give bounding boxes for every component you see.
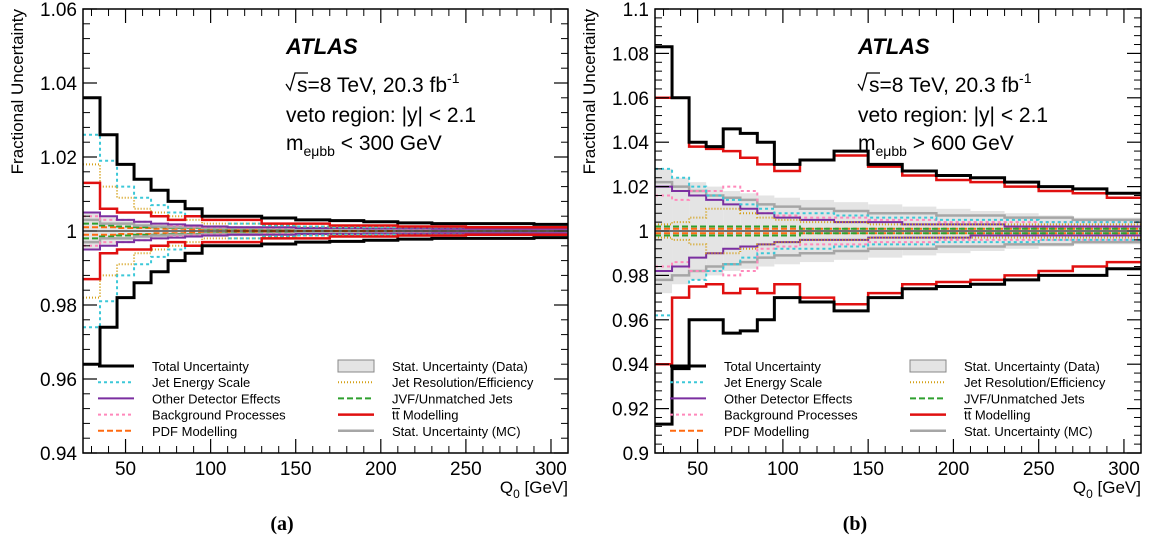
x-tick-label: 250: [1023, 459, 1055, 480]
x-tick-label: 300: [535, 459, 567, 480]
series-bkg-up: [655, 185, 1141, 224]
series-jes-up: [655, 167, 1141, 224]
atlas-label: ATLAS: [857, 34, 930, 59]
legend-label-total: Total Uncertainty: [152, 359, 249, 374]
legend-swatch-statdata: [337, 359, 375, 373]
energy-lumi-text: s=8 TeV, 20.3 fb-1: [869, 70, 1032, 97]
y-tick-label: 0.96: [40, 370, 77, 391]
series-other-up: [655, 185, 1141, 228]
series-jer-down: [655, 236, 1141, 255]
legend-label-jes: Jet Energy Scale: [152, 375, 250, 390]
plot-area: [83, 96, 568, 366]
x-tick-label: 300: [1108, 459, 1140, 480]
y-tick-label: 0.92: [612, 400, 649, 421]
series-jer-up: [83, 163, 568, 229]
series-jvf-down: [655, 232, 1141, 237]
series-total-down: [83, 236, 568, 366]
series-ttbar-down: [655, 260, 1141, 366]
y-tick-label: 0.98: [612, 266, 649, 287]
y-tick-label: 1.04: [40, 74, 77, 95]
legend-label-statdata: Stat. Uncertainty (Data): [964, 359, 1100, 374]
x-tick-label: 50: [115, 459, 136, 480]
x-tick-label: 100: [195, 459, 227, 480]
legend-label-jes: Jet Energy Scale: [724, 375, 822, 390]
legend-label-jvf: JVF/Unmatched Jets: [964, 391, 1085, 406]
panel-caption: (b): [843, 513, 867, 535]
region-text: veto region: |y| < 2.1: [858, 104, 1048, 127]
y-tick-label: 1.08: [612, 44, 649, 65]
x-tick-label: 100: [767, 459, 799, 480]
series-bkg-down: [655, 238, 1141, 277]
y-tick-label: 1.06: [40, 0, 77, 21]
y-tick-label: 1.02: [612, 178, 649, 199]
legend-label-jer: Jet Resolution/Efficiency: [392, 375, 534, 390]
legend-label-jer: Jet Resolution/Efficiency: [964, 375, 1106, 390]
y-tick-label: 1.04: [612, 133, 649, 154]
legend-label-mcstat: Stat. Uncertainty (MC): [964, 424, 1093, 439]
y-tick-label: 1.06: [612, 89, 649, 110]
series-ttbar-up: [83, 181, 568, 229]
panel-b: 0.9 0.92 0.94 0.96 0.98 1 1.02 1.04 1.06 1.08 1.1 5…: [580, 0, 1142, 535]
energy-lumi-text: s=8 TeV, 20.3 fb-1: [297, 70, 460, 97]
region-text: veto region: |y| < 2.1: [286, 104, 476, 127]
series-other-up: [83, 211, 568, 230]
y-tick-label: 0.9: [623, 444, 649, 465]
sqrt-symbol: [857, 72, 880, 92]
panel-caption: (a): [270, 513, 293, 535]
legend-label-other: Other Detector Effects: [152, 391, 281, 406]
series-other-down: [83, 232, 568, 251]
legend-label-pdf: PDF Modelling: [152, 424, 237, 439]
x-tick-label: 150: [280, 459, 312, 480]
legend-label-bkg: Background Processes: [724, 408, 858, 423]
mass-cut-text: meμbb < 300 GeV: [286, 132, 442, 159]
x-tick-label: 250: [450, 459, 482, 480]
legend-swatch-statdata: [909, 359, 947, 373]
series-total-down: [655, 267, 1141, 426]
x-tick-label: 150: [852, 459, 884, 480]
legend-label-pdf: PDF Modelling: [724, 424, 809, 439]
series-total-up: [655, 45, 1141, 195]
legend-label-statdata: Stat. Uncertainty (Data): [392, 359, 528, 374]
panel-a: 0.94 0.96 0.98 1 1.02 1.04 1.06 50 100 150 200 250 3…: [8, 0, 569, 535]
x-axis-title: Q0 [GeV]: [1073, 478, 1141, 501]
legend-label-jvf: JVF/Unmatched Jets: [392, 391, 513, 406]
legend-label-total: Total Uncertainty: [724, 359, 821, 374]
y-tick-label: 0.94: [612, 355, 649, 376]
y-tick-label: 0.98: [40, 296, 77, 317]
sqrt-symbol: [285, 72, 308, 92]
series-jer-up: [655, 207, 1141, 226]
y-axis-title: Fractional Uncertainty: [8, 9, 27, 175]
series-jvf-up: [655, 225, 1141, 230]
x-tick-label: 200: [365, 459, 397, 480]
plot-area: [655, 45, 1141, 426]
y-tick-label: 1: [638, 222, 649, 243]
mass-cut-text: meμbb > 600 GeV: [858, 132, 1014, 159]
y-axis-title: Fractional Uncertainty: [580, 9, 599, 175]
series-other-down: [655, 234, 1141, 272]
series-jes-down: [655, 238, 1141, 317]
legend-label-ttbar: tt Modelling: [392, 408, 458, 423]
series-jer-down: [83, 233, 568, 299]
y-tick-label: 1.02: [40, 148, 77, 169]
legend-label-ttbar: tt Modelling: [964, 408, 1030, 423]
series-mcstat-down: [655, 240, 1141, 282]
y-tick-label: 0.94: [40, 444, 77, 465]
x-tick-label: 200: [938, 459, 970, 480]
y-tick-label: 0.96: [612, 311, 649, 332]
series-ttbar-down: [83, 233, 568, 281]
x-tick-label: 50: [687, 459, 708, 480]
y-tick-label: 1.1: [623, 0, 649, 21]
legend-label-mcstat: Stat. Uncertainty (MC): [392, 424, 521, 439]
y-tick-label: 1: [66, 222, 77, 243]
atlas-label: ATLAS: [285, 34, 358, 59]
x-axis-title: Q0 [GeV]: [500, 478, 568, 501]
series-total-up: [83, 96, 568, 226]
legend-label-other: Other Detector Effects: [724, 391, 853, 406]
legend-label-bkg: Background Processes: [152, 408, 286, 423]
